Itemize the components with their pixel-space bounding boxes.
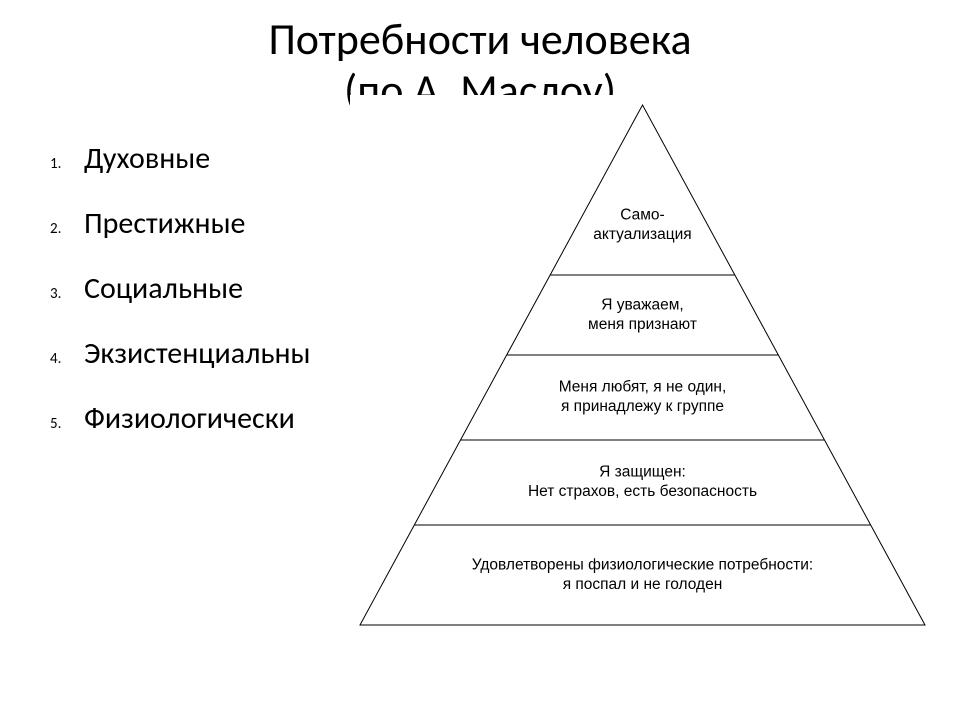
title-line-1: Потребности человека [268, 12, 691, 66]
list-item-number: 3. [50, 285, 84, 303]
slide: Потребности человека (по А. Маслоу) 1. Д… [0, 0, 960, 720]
list-item-label: Социальные [84, 270, 243, 307]
maslow-pyramid: Само-актуализацияЯ уважаем,меня признают… [350, 95, 935, 635]
list-item-number: 5. [50, 415, 84, 433]
list-item-label: Духовные [84, 140, 210, 177]
list-item-number: 4. [50, 350, 84, 368]
list-item-label: Престижные [84, 205, 245, 242]
list-item-label: Физиологически [84, 400, 295, 437]
list-item-number: 2. [50, 220, 84, 238]
list-item-number: 1. [50, 155, 84, 173]
list-item-label: Экзистенциальны [84, 335, 311, 372]
